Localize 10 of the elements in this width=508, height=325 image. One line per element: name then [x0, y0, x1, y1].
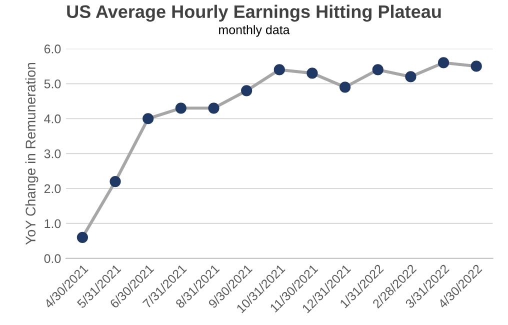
y-tick-label: 3.0 — [44, 149, 61, 158]
y-tick-label: 4.0 — [44, 114, 61, 124]
y-tick-label: 6.0 — [44, 44, 61, 54]
y-tick-label: 1.0 — [44, 219, 61, 228]
y-tick-label: 0.0 — [44, 254, 61, 264]
chart-title: US Average Hourly Earnings Hitting Plateau — [67, 4, 441, 22]
y-axis-title: YoY Change in Remuneration — [25, 62, 38, 245]
y-tick-label: 5.0 — [44, 79, 61, 88]
y-tick-label: 2.0 — [44, 184, 61, 194]
chart-subtitle: monthly data — [219, 25, 290, 37]
